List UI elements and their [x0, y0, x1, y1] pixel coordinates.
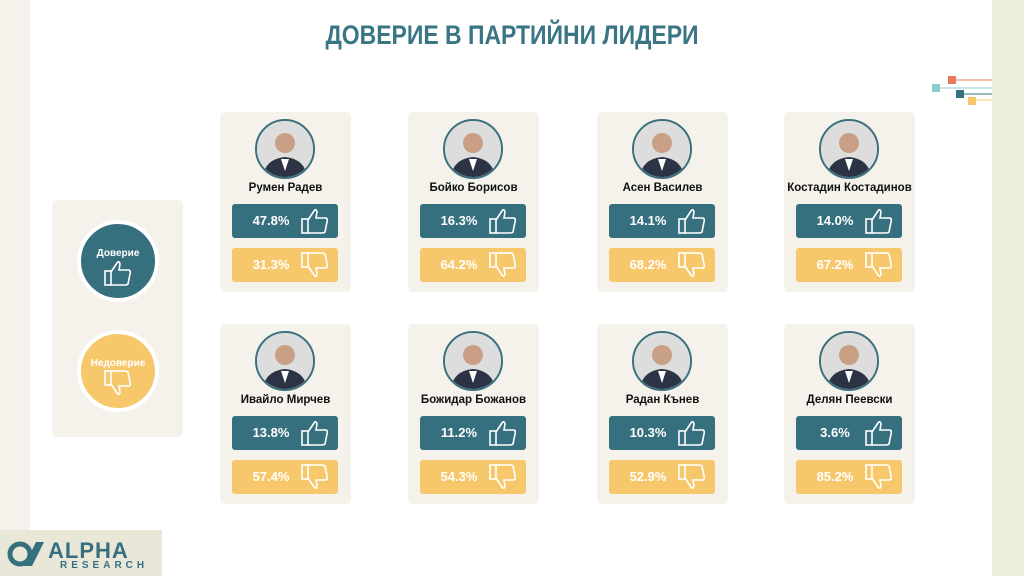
leader-card: Делян Пеевски 3.6% 85.2%	[784, 324, 915, 504]
thumb-icon	[301, 464, 329, 490]
logo: ALPHA RESEARCH	[0, 530, 162, 576]
distrust-bar: 68.2%	[609, 248, 715, 282]
thumb-icon	[678, 252, 706, 278]
thumb-icon	[301, 420, 329, 446]
legend-label: Доверие	[96, 248, 140, 259]
leader-name: Радан Кънев	[625, 394, 700, 406]
title: ДОВЕРИЕ В ПАРТИЙНИ ЛИДЕРИ	[325, 20, 699, 50]
thumb-icon	[104, 260, 132, 286]
distrust-value: 85.2%	[816, 469, 854, 484]
thumb-icon	[489, 252, 517, 278]
leader-card: Радан Кънев 10.3% 52.9%	[597, 324, 728, 504]
thumb-icon	[301, 252, 329, 278]
trust-bar: 11.2%	[420, 416, 526, 450]
leader-card: Ивайло Мирчев 13.8% 57.4%	[220, 324, 351, 504]
distrust-value: 52.9%	[629, 469, 667, 484]
trust-value: 13.8%	[252, 425, 290, 440]
legend-label: Недоверие	[90, 358, 146, 369]
thumb-icon	[489, 420, 517, 446]
trust-bar: 13.8%	[232, 416, 338, 450]
legend-distrust: Недоверие	[77, 330, 159, 412]
thumb-icon	[301, 208, 329, 234]
trust-bar: 14.0%	[796, 204, 902, 238]
thumb-icon	[865, 464, 893, 490]
distrust-bar: 57.4%	[232, 460, 338, 494]
leader-name: Делян Пеевски	[806, 394, 893, 406]
trust-bar: 10.3%	[609, 416, 715, 450]
distrust-value: 67.2%	[816, 257, 854, 272]
leader-name: Бойко Борисов	[429, 182, 518, 194]
left-strip	[0, 0, 30, 576]
logo-icon	[7, 541, 44, 567]
photo	[255, 331, 315, 391]
trust-bar: 47.8%	[232, 204, 338, 238]
thumb-icon	[865, 208, 893, 234]
distrust-bar: 31.3%	[232, 248, 338, 282]
legend-trust: Доверие	[77, 220, 159, 302]
distrust-value: 68.2%	[629, 257, 667, 272]
trust-value: 16.3%	[440, 213, 478, 228]
distrust-bar: 64.2%	[420, 248, 526, 282]
photo	[819, 119, 879, 179]
trust-bar: 16.3%	[420, 204, 526, 238]
leader-card: Асен Василев 14.1% 68.2%	[597, 112, 728, 292]
leader-card: Бойко Борисов 16.3% 64.2%	[408, 112, 539, 292]
trust-value: 3.6%	[820, 425, 850, 440]
leader-card: Румен Радев 47.8% 31.3%	[220, 112, 351, 292]
trust-value: 11.2%	[440, 425, 478, 440]
leader-name: Асен Василев	[622, 182, 703, 194]
thumb-icon	[678, 464, 706, 490]
distrust-bar: 54.3%	[420, 460, 526, 494]
thumb-icon	[678, 420, 706, 446]
thumb-icon	[678, 208, 706, 234]
thumb-icon	[104, 370, 132, 396]
trust-value: 14.1%	[629, 213, 667, 228]
distrust-value: 57.4%	[252, 469, 290, 484]
leader-card: Божидар Божанов 11.2% 54.3%	[408, 324, 539, 504]
logo-name: ALPHA	[48, 538, 129, 563]
photo	[632, 331, 692, 391]
leader-name: Румен Радев	[248, 182, 323, 194]
photo	[443, 119, 503, 179]
distrust-bar: 67.2%	[796, 248, 902, 282]
thumb-icon	[865, 420, 893, 446]
legend: Доверие Недоверие	[52, 200, 183, 437]
thumb-icon	[489, 464, 517, 490]
trust-value: 47.8%	[252, 213, 290, 228]
thumb-icon	[489, 208, 517, 234]
trust-bar: 14.1%	[609, 204, 715, 238]
trust-value: 10.3%	[629, 425, 667, 440]
right-strip	[992, 0, 1024, 576]
distrust-value: 64.2%	[440, 257, 478, 272]
leader-name: Божидар Божанов	[420, 394, 527, 406]
trust-value: 14.0%	[816, 213, 854, 228]
distrust-bar: 85.2%	[796, 460, 902, 494]
leader-card: Костадин Костадинов 14.0% 67.2%	[784, 112, 915, 292]
thumb-icon	[865, 252, 893, 278]
photo	[255, 119, 315, 179]
distrust-bar: 52.9%	[609, 460, 715, 494]
leader-name: Костадин Костадинов	[787, 182, 912, 194]
trust-bar: 3.6%	[796, 416, 902, 450]
logo-sub: RESEARCH	[60, 560, 149, 571]
photo	[632, 119, 692, 179]
decor	[932, 76, 992, 105]
distrust-value: 31.3%	[252, 257, 290, 272]
leader-name: Ивайло Мирчев	[240, 394, 331, 406]
photo	[819, 331, 879, 391]
photo	[443, 331, 503, 391]
distrust-value: 54.3%	[440, 469, 478, 484]
